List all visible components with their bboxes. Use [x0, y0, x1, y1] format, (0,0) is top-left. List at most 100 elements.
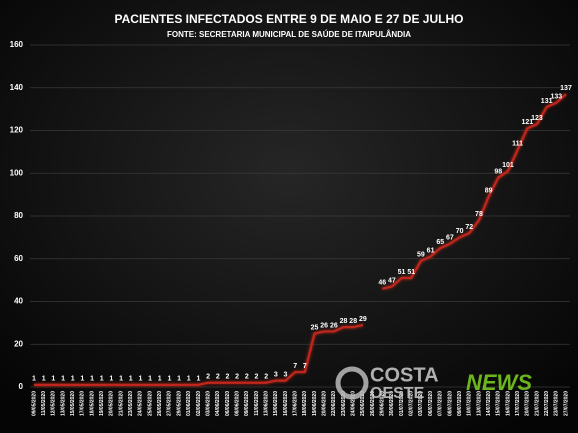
x-tick-label: 18/06/2020	[302, 391, 308, 416]
data-label: 1	[138, 376, 142, 383]
x-tick-label: 08/07/2020	[447, 391, 453, 416]
data-label: 51	[398, 269, 406, 276]
x-tick-label: 06/06/2020	[225, 391, 231, 416]
x-tick-label: 23/07/2020	[554, 391, 560, 416]
x-tick-label: 04/06/2020	[215, 391, 221, 416]
data-label: 2	[235, 374, 239, 381]
x-tick-label: 20/05/2020	[109, 391, 115, 416]
x-tick-label: 09/06/2020	[244, 391, 250, 416]
watermark-text: NEWS	[466, 370, 532, 395]
data-label: 1	[90, 376, 94, 383]
x-tick-label: 07/07/2020	[438, 391, 444, 416]
data-label: 2	[226, 374, 230, 381]
data-label: 98	[494, 168, 502, 175]
data-label: 1	[42, 376, 46, 383]
x-tick-label: 25/05/2020	[147, 391, 153, 416]
x-tick-label: 02/07/2020	[409, 391, 415, 416]
data-label: 28	[340, 318, 348, 325]
data-label: 26	[330, 322, 338, 329]
x-tick-label: 23/05/2020	[128, 391, 134, 416]
data-label: 2	[255, 374, 259, 381]
x-tick-label: 02/06/2020	[196, 391, 202, 416]
data-label: 70	[456, 228, 464, 235]
x-tick-label: 15/06/2020	[273, 391, 279, 416]
x-tick-label: 16/06/2020	[283, 391, 289, 416]
data-label: 47	[388, 277, 396, 284]
x-tick-label: 09/05/2020	[31, 391, 37, 416]
y-tick-label: 20	[14, 339, 23, 348]
x-tick-label: 24/05/2020	[138, 391, 144, 416]
data-label: 1	[100, 376, 104, 383]
data-label: 72	[465, 224, 473, 231]
x-tick-label: 08/06/2020	[234, 391, 240, 416]
watermark-text: OESTE	[370, 385, 425, 402]
x-tick-label: 20/07/2020	[525, 391, 531, 416]
watermark-text: COSTA	[370, 364, 439, 386]
data-label: 1	[61, 376, 65, 383]
x-tick-label: 11/06/2020	[254, 391, 260, 416]
x-tick-label: 17/05/2020	[80, 391, 86, 416]
data-label: 89	[485, 188, 493, 195]
data-label: 1	[196, 376, 200, 383]
data-label: 26	[320, 322, 328, 329]
x-tick-label: 03/07/2020	[418, 391, 424, 416]
x-tick-label: 15/05/2020	[70, 391, 76, 416]
x-tick-label: 18/05/2020	[89, 391, 95, 416]
x-tick-label: 22/07/2020	[544, 391, 550, 416]
data-label: 1	[32, 376, 36, 383]
x-tick-label: 17/07/2020	[515, 391, 521, 416]
x-tick-label: 13/07/2020	[476, 391, 482, 416]
x-tick-label: 10/07/2020	[467, 391, 473, 416]
data-label: 46	[378, 280, 386, 287]
x-tick-label: 22/06/2020	[331, 391, 337, 416]
x-tick-label: 27/07/2020	[563, 391, 569, 416]
data-label: 2	[216, 374, 220, 381]
data-label: 1	[71, 376, 75, 383]
x-tick-label: 14/07/2020	[486, 391, 492, 416]
data-label: 1	[109, 376, 113, 383]
data-label: 133	[550, 94, 562, 101]
data-label: 1	[158, 376, 162, 383]
data-label: 51	[407, 269, 415, 276]
x-tick-label: 17/06/2020	[292, 391, 298, 416]
data-label: 1	[187, 376, 191, 383]
data-label: 111	[512, 141, 523, 148]
data-label: 1	[167, 376, 171, 383]
y-tick-label: 40	[14, 297, 23, 306]
data-label: 3	[274, 371, 278, 378]
data-label: 67	[446, 235, 454, 242]
y-tick-label: 160	[10, 40, 24, 49]
x-tick-label: 03/06/2020	[205, 391, 211, 416]
watermark-logo	[335, 366, 369, 400]
data-label: 2	[245, 374, 249, 381]
data-label: 1	[148, 376, 152, 383]
x-tick-label: 26/06/2020	[370, 391, 376, 416]
x-tick-label: 01/06/2020	[186, 391, 192, 416]
data-label: 7	[293, 363, 297, 370]
x-tick-label: 24/06/2020	[351, 391, 357, 416]
data-label: 1	[177, 376, 181, 383]
x-tick-label: 11/05/2020	[41, 391, 47, 416]
series-line	[34, 93, 567, 386]
data-label: 61	[427, 247, 435, 254]
watermark: COSTA OESTE NEWS	[335, 364, 532, 402]
x-tick-label: 06/07/2020	[428, 391, 434, 416]
data-label: 7	[303, 363, 307, 370]
data-label: 137	[560, 85, 572, 92]
y-tick-label: 140	[10, 83, 24, 92]
data-label: 59	[417, 252, 425, 259]
data-label: 65	[436, 239, 444, 246]
chart-title: PACIENTES INFECTADOS ENTRE 9 DE MAIO E 2…	[115, 12, 464, 26]
data-label: 1	[51, 376, 55, 383]
x-tick-label: 19/05/2020	[99, 391, 105, 416]
y-tick-label: 120	[10, 126, 24, 135]
y-tick-label: 80	[14, 211, 23, 220]
x-tick-label: 21/05/2020	[118, 391, 124, 416]
data-label: 1	[80, 376, 84, 383]
data-label: 28	[349, 318, 357, 325]
x-tick-label: 09/07/2020	[457, 391, 463, 416]
y-tick-label: 0	[19, 382, 24, 391]
